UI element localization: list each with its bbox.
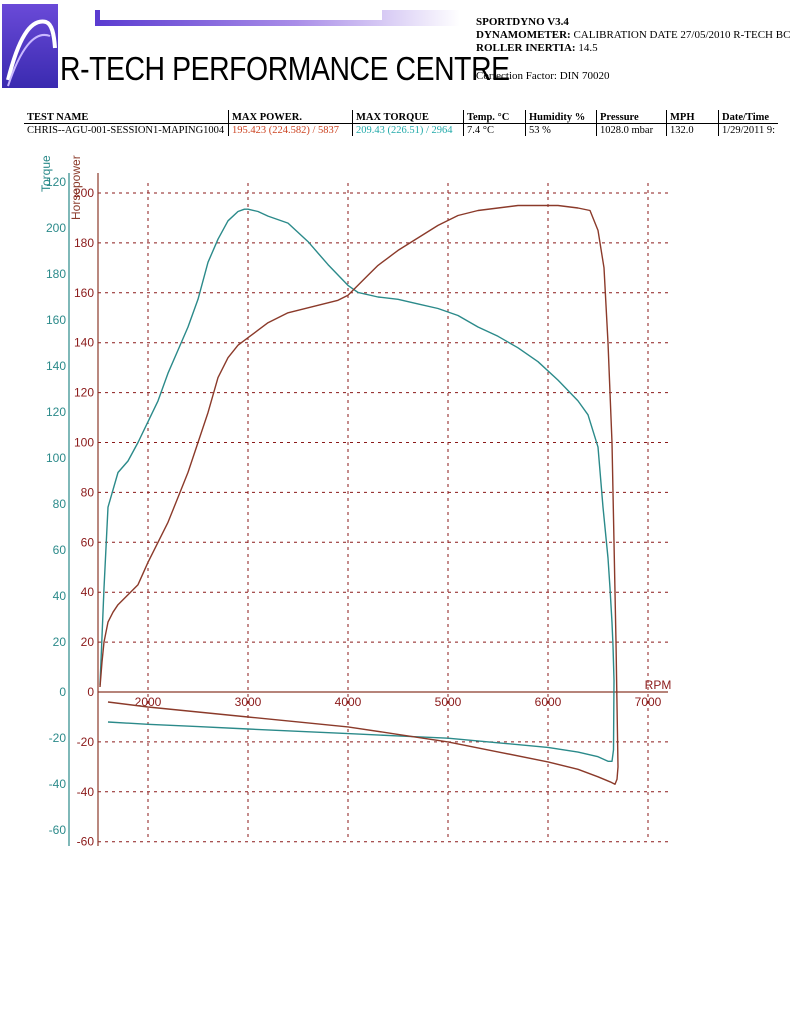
- chart-ticks: 2000 3000 4000 5000 6000 70002001801601401201…: [39, 155, 671, 849]
- cell-max-power: 195.423 (224.582) / 5837: [228, 123, 353, 136]
- x-tick-label: 5000: [435, 695, 462, 709]
- results-table: TEST NAME MAX POWER. MAX TORQUE Temp. °C…: [24, 110, 778, 136]
- torque-tick-label: 180: [46, 267, 66, 281]
- torque-tick-label: 40: [53, 589, 67, 603]
- hp-tick-label: 100: [74, 436, 94, 450]
- torque-tick-label: 100: [46, 451, 66, 465]
- torque-tick-label: 0: [59, 685, 66, 699]
- torque-tick-label: 160: [46, 313, 66, 327]
- correction-factor: Correction Factor: DIN 70020: [476, 70, 610, 82]
- cell-pressure: 1028.0 mbar: [596, 123, 667, 136]
- horsepower-curve: [99, 204, 619, 785]
- company-name: R-TECH PERFORMANCE CENTRE: [60, 50, 510, 87]
- hp-tick-label: 120: [74, 386, 94, 400]
- chart-curves: [99, 204, 619, 785]
- col-pressure: Pressure: [596, 110, 667, 124]
- table-row: CHRIS--AGU-001-SESSION1-MAPING1004 195.4…: [24, 123, 778, 136]
- hp-axis-title: Horsepower: [69, 155, 83, 220]
- torque-tick-label: 140: [46, 359, 66, 373]
- x-tick-label: 6000: [535, 695, 562, 709]
- torque-tick-label: -60: [49, 823, 67, 837]
- col-test-name: TEST NAME: [24, 110, 229, 124]
- hp-tick-label: 0: [87, 685, 94, 699]
- torque-tick-label: 120: [46, 175, 66, 189]
- chart-axes: [68, 173, 668, 846]
- hp-tick-label: -60: [77, 835, 95, 849]
- cell-test-name: CHRIS--AGU-001-SESSION1-MAPING1004: [27, 124, 225, 136]
- x-tick-label: 7000: [635, 695, 662, 709]
- cell-mph: 132.0: [666, 123, 719, 136]
- hp-tick-label: -20: [77, 735, 95, 749]
- cell-datetime: 1/29/2011 9:: [718, 123, 778, 136]
- hp-tick-label: 200: [74, 186, 94, 200]
- dyno-chart: 2000 3000 4000 5000 6000 70002001801601401201…: [39, 155, 671, 849]
- hp-tick-label: 80: [81, 485, 95, 499]
- x-tick-label: 3000: [235, 695, 262, 709]
- torque-curve: [99, 208, 615, 762]
- col-mph: MPH: [666, 110, 719, 124]
- hp-tick-label: 40: [81, 585, 95, 599]
- software-version: SPORTDYNO V3.4: [476, 16, 569, 28]
- x-tick-label: 4000: [335, 695, 362, 709]
- cell-max-torque: 209.43 (226.51) / 2964: [352, 123, 464, 136]
- cell-temp: 7.4 °C: [463, 123, 526, 136]
- chart-grid: [98, 183, 668, 843]
- col-max-torque: MAX TORQUE: [352, 110, 464, 124]
- col-datetime: Date/Time: [718, 110, 778, 124]
- x-axis-title: RPM: [645, 678, 672, 692]
- hp-tick-label: 160: [74, 286, 94, 300]
- torque-tick-label: 120: [46, 405, 66, 419]
- col-humidity: Humidity %: [525, 110, 597, 124]
- torque-tick-label: -40: [49, 777, 67, 791]
- col-temp: Temp. °C: [463, 110, 526, 124]
- hp-tick-label: 20: [81, 635, 95, 649]
- table-header-row: TEST NAME MAX POWER. MAX TORQUE Temp. °C…: [24, 110, 778, 124]
- torque-tick-label: -20: [49, 731, 67, 745]
- cell-humidity: 53 %: [525, 123, 597, 136]
- hp-tick-label: 180: [74, 236, 94, 250]
- roller-inertia-info: ROLLER INERTIA: 14.5: [476, 42, 598, 54]
- torque-axis-title: Torque: [39, 155, 53, 192]
- torque-tick-label: 20: [53, 635, 67, 649]
- header-banner: [2, 4, 460, 88]
- torque-tick-label: 60: [53, 543, 67, 557]
- dynamometer-info: DYNAMOMETER: CALIBRATION DATE 27/05/2010…: [476, 29, 790, 41]
- hp-tick-label: 60: [81, 535, 95, 549]
- torque-tick-label: 80: [53, 497, 67, 511]
- col-max-power: MAX POWER.: [228, 110, 353, 124]
- hp-tick-label: 140: [74, 336, 94, 350]
- torque-tick-label: 200: [46, 221, 66, 235]
- hp-tick-label: -40: [77, 785, 95, 799]
